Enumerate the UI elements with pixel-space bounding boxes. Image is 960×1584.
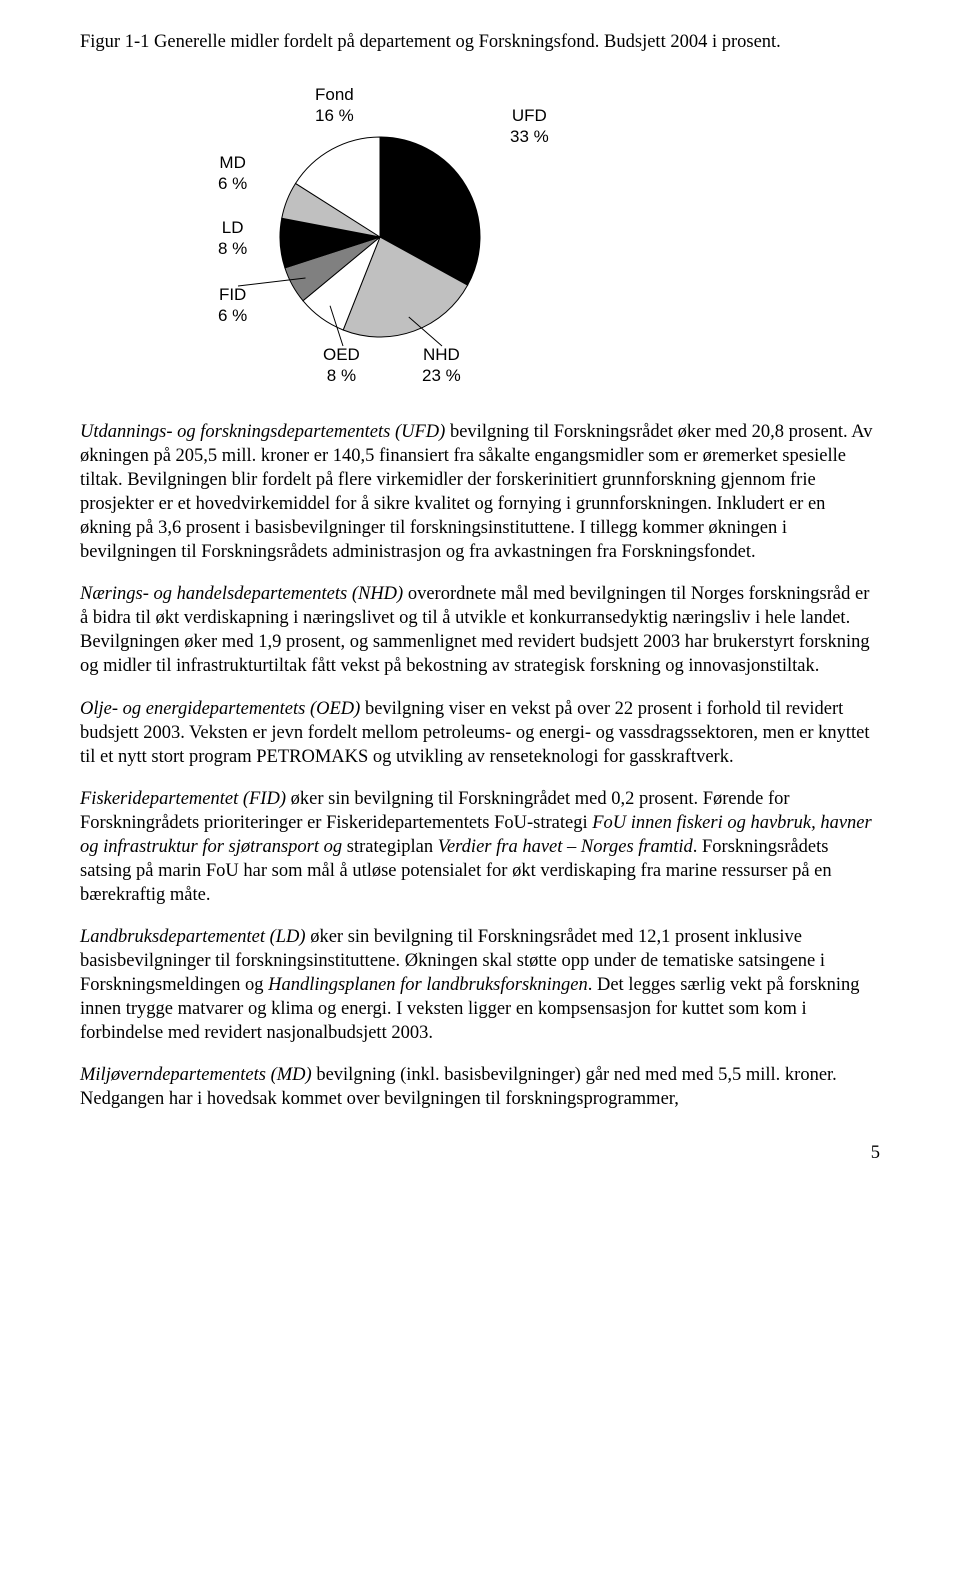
pie-label-line1: LD xyxy=(218,217,247,238)
pie-label-md: MD6 % xyxy=(218,152,247,195)
figure-title: Figur 1-1 Generelle midler fordelt på de… xyxy=(80,30,880,54)
para-ld-lead: Landbruksdepartementet (LD) xyxy=(80,927,306,947)
para-ufd-lead: Utdannings- og forskningsdepartementets … xyxy=(80,422,445,442)
pie-label-line1: NHD xyxy=(422,344,461,365)
pie-label-line2: 6 % xyxy=(218,173,247,194)
pie-label-line2: 16 % xyxy=(315,105,354,126)
pie-label-line1: FID xyxy=(218,284,247,305)
para-ld-italic: Handlingsplanen for landbruksforskningen xyxy=(268,975,588,995)
pie-label-fid: FID6 % xyxy=(218,284,247,327)
pie-label-line1: OED xyxy=(323,344,360,365)
pie-label-fond: Fond16 % xyxy=(315,84,354,127)
para-nhd-lead: Nærings- og handelsdepartementets (NHD) xyxy=(80,584,403,604)
paragraph-fid: Fiskeridepartementet (FID) øker sin bevi… xyxy=(80,787,880,907)
para-fid-body2: strategiplan xyxy=(347,837,438,857)
para-fid-lead: Fiskeridepartementet (FID) xyxy=(80,789,286,809)
pie-label-ld: LD8 % xyxy=(218,217,247,260)
pie-label-nhd: NHD23 % xyxy=(422,344,461,387)
pie-label-line1: UFD xyxy=(510,105,549,126)
paragraph-oed: Olje- og energidepartementets (OED) bevi… xyxy=(80,697,880,769)
pie-label-line2: 8 % xyxy=(218,238,247,259)
paragraph-ufd: Utdannings- og forskningsdepartementets … xyxy=(80,420,880,564)
para-ufd-body: bevilgning til Forskningsrådet øker med … xyxy=(80,422,873,562)
pie-label-oed: OED8 % xyxy=(323,344,360,387)
paragraph-ld: Landbruksdepartementet (LD) øker sin bev… xyxy=(80,925,880,1045)
paragraph-nhd: Nærings- og handelsdepartementets (NHD) … xyxy=(80,582,880,678)
pie-label-line1: Fond xyxy=(315,84,354,105)
paragraph-md: Miljøverndepartementets (MD) bevilgning … xyxy=(80,1063,880,1111)
para-fid-italic2: Verdier fra havet – Norges framtid xyxy=(438,837,693,857)
page-number: 5 xyxy=(80,1141,880,1165)
pie-label-line2: 33 % xyxy=(510,126,549,147)
pie-label-line2: 6 % xyxy=(218,305,247,326)
pie-label-line2: 23 % xyxy=(422,365,461,386)
pie-label-line1: MD xyxy=(218,152,247,173)
pie-label-line2: 8 % xyxy=(323,365,360,386)
para-md-lead: Miljøverndepartementets (MD) xyxy=(80,1065,312,1085)
para-oed-lead: Olje- og energidepartementets (OED) xyxy=(80,699,360,719)
pie-chart: UFD33 %NHD23 %OED8 %FID6 %LD8 %MD6 %Fond… xyxy=(150,82,590,392)
pie-label-ufd: UFD33 % xyxy=(510,105,549,148)
